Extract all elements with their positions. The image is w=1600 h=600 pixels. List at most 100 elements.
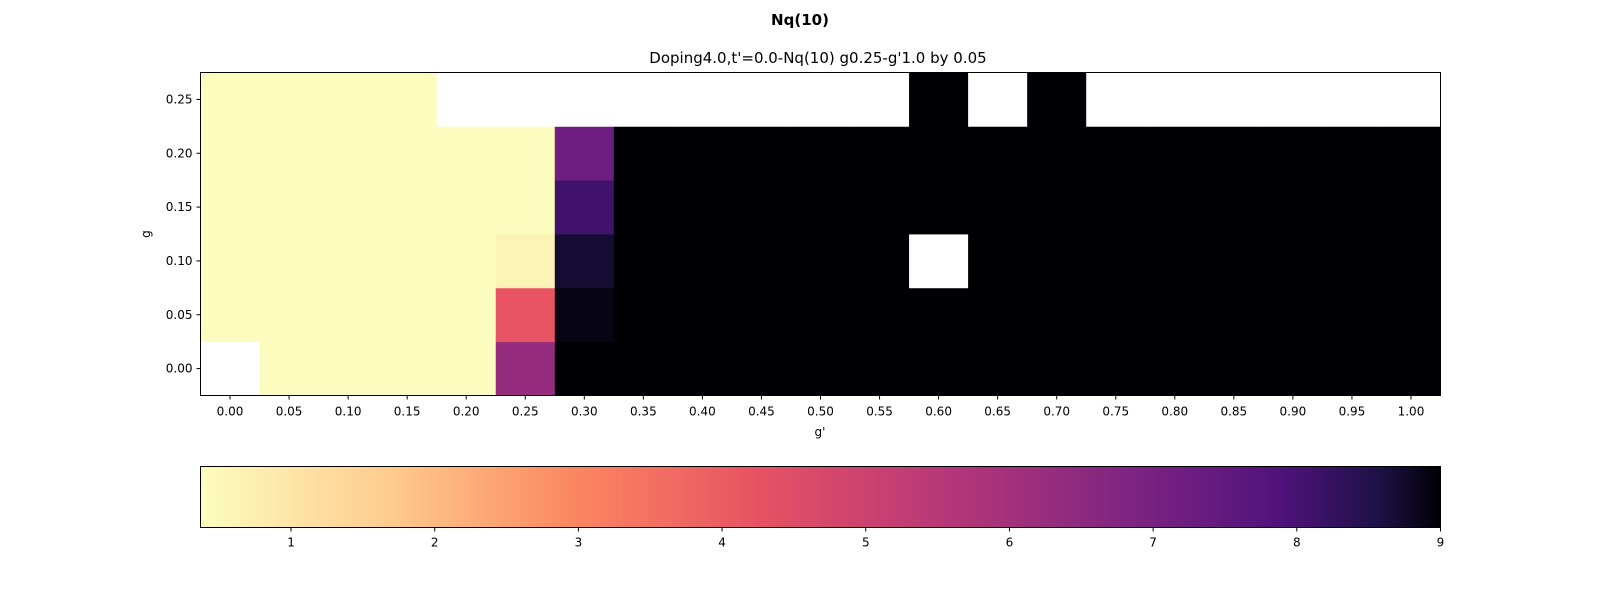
heatmap-cell: [554, 180, 615, 235]
heatmap-cell: [259, 72, 319, 127]
heatmap-cell: [850, 341, 910, 396]
x-tick-label: 0.35: [630, 405, 657, 419]
heatmap-cell: [1027, 72, 1087, 127]
heatmap-cell: [731, 287, 792, 343]
heatmap-cell: [495, 126, 556, 181]
heatmap-cell: [200, 341, 260, 396]
heatmap-cell: [1027, 126, 1087, 181]
x-tick-label: 0.00: [217, 405, 244, 419]
heatmap-cell: [850, 126, 910, 181]
heatmap-cell: [909, 126, 969, 181]
heatmap-cell: [850, 72, 910, 127]
heatmap-cell: [377, 234, 438, 289]
heatmap-cell: [1086, 180, 1146, 235]
x-tick-label: 0.25: [512, 405, 539, 419]
heatmap-cell: [613, 72, 674, 127]
y-tick-label: 0.05: [166, 308, 193, 322]
heatmap-cell: [1204, 234, 1264, 289]
heatmap-cell: [1263, 341, 1323, 396]
colorbar-tick-label: 6: [1006, 536, 1014, 550]
x-axis-ticks: 0.00 0.05 0.10 0.15 0.20 0.25 0.30 0.35 0.40 0.45…: [217, 395, 1425, 419]
colorbar-tick-label: 7: [1149, 536, 1157, 550]
heatmap-cell: [968, 180, 1028, 235]
heatmap-cell: [318, 234, 379, 289]
heatmap-cell: [259, 126, 319, 181]
heatmap-cell: [790, 72, 851, 127]
heatmap-cell: [1322, 234, 1382, 289]
x-tick-label: 1.00: [1398, 405, 1425, 419]
heatmap-cell: [672, 341, 733, 396]
heatmap-cell: [1381, 72, 1441, 127]
heatmap-cell: [259, 234, 319, 289]
heatmap-cell: [436, 126, 497, 181]
heatmap-cell: [613, 287, 674, 343]
heatmap-cell: [436, 287, 497, 343]
heatmap-cell: [1086, 72, 1146, 127]
heatmap-cell: [377, 341, 438, 396]
y-tick-label: 0.20: [166, 146, 193, 160]
heatmap-cell: [495, 287, 556, 343]
heatmap-cell: [1145, 72, 1205, 127]
heatmap-cell: [909, 234, 969, 289]
colorbar-tick-label: 8: [1293, 536, 1301, 550]
heatmap-cell: [731, 341, 792, 396]
heatmap-cell: [318, 180, 379, 235]
x-tick-label: 0.75: [1102, 405, 1129, 419]
heatmap-cell: [731, 126, 792, 181]
y-axis-label: g: [139, 230, 153, 238]
colorbar-tick-label: 4: [718, 536, 726, 550]
heatmap-cell: [672, 234, 733, 289]
x-tick-label: 0.15: [394, 405, 421, 419]
colorbar-tick-label: 1: [287, 536, 295, 550]
heatmap-cell: [495, 72, 556, 127]
figure-suptitle: Nq(10): [771, 11, 829, 29]
heatmap-cell: [731, 72, 792, 127]
heatmap-cell: [1027, 341, 1087, 396]
heatmap-cells: [200, 72, 1441, 396]
heatmap-cell: [1263, 287, 1323, 343]
colorbar-tick-label: 5: [862, 536, 870, 550]
heatmap-cell: [790, 234, 851, 289]
heatmap-cell: [554, 234, 615, 289]
colorbar: [200, 466, 1441, 528]
heatmap-cell: [1322, 180, 1382, 235]
y-axis-ticks: 0.00 0.05 0.10 0.15 0.20 0.25: [166, 92, 201, 376]
colorbar-tick-label: 3: [575, 536, 583, 550]
y-tick-label: 0.15: [166, 200, 193, 214]
heatmap-cell: [968, 234, 1028, 289]
x-tick-label: 0.50: [807, 405, 834, 419]
x-tick-label: 0.60: [925, 405, 952, 419]
heatmap-cell: [731, 234, 792, 289]
x-tick-label: 0.65: [984, 405, 1011, 419]
heatmap-cell: [318, 287, 379, 343]
heatmap-cell: [672, 180, 733, 235]
heatmap-cell: [318, 126, 379, 181]
heatmap-cell: [1381, 234, 1441, 289]
heatmap-cell: [1263, 126, 1323, 181]
heatmap-cell: [968, 72, 1028, 127]
heatmap-cell: [909, 72, 969, 127]
heatmap-cell: [850, 234, 910, 289]
y-tick-label: 0.00: [166, 362, 193, 376]
x-tick-label: 0.70: [1043, 405, 1070, 419]
heatmap-cell: [790, 126, 851, 181]
x-tick-label: 0.45: [748, 405, 775, 419]
heatmap-cell: [790, 180, 851, 235]
heatmap-cell: [850, 287, 910, 343]
heatmap-cell: [909, 341, 969, 396]
heatmap-cell: [1322, 72, 1382, 127]
heatmap-cell: [1263, 180, 1323, 235]
x-tick-label: 0.05: [276, 405, 303, 419]
heatmap-cell: [790, 287, 851, 343]
heatmap-cell: [554, 287, 615, 343]
x-axis-label: g': [815, 425, 826, 439]
heatmap-cell: [672, 126, 733, 181]
heatmap-cell: [495, 234, 556, 289]
heatmap-cell: [377, 180, 438, 235]
heatmap-cell: [909, 287, 969, 343]
heatmap-cell: [200, 234, 260, 289]
x-tick-label: 0.85: [1220, 405, 1247, 419]
heatmap-cell: [1204, 287, 1264, 343]
heatmap-cell: [495, 341, 556, 396]
